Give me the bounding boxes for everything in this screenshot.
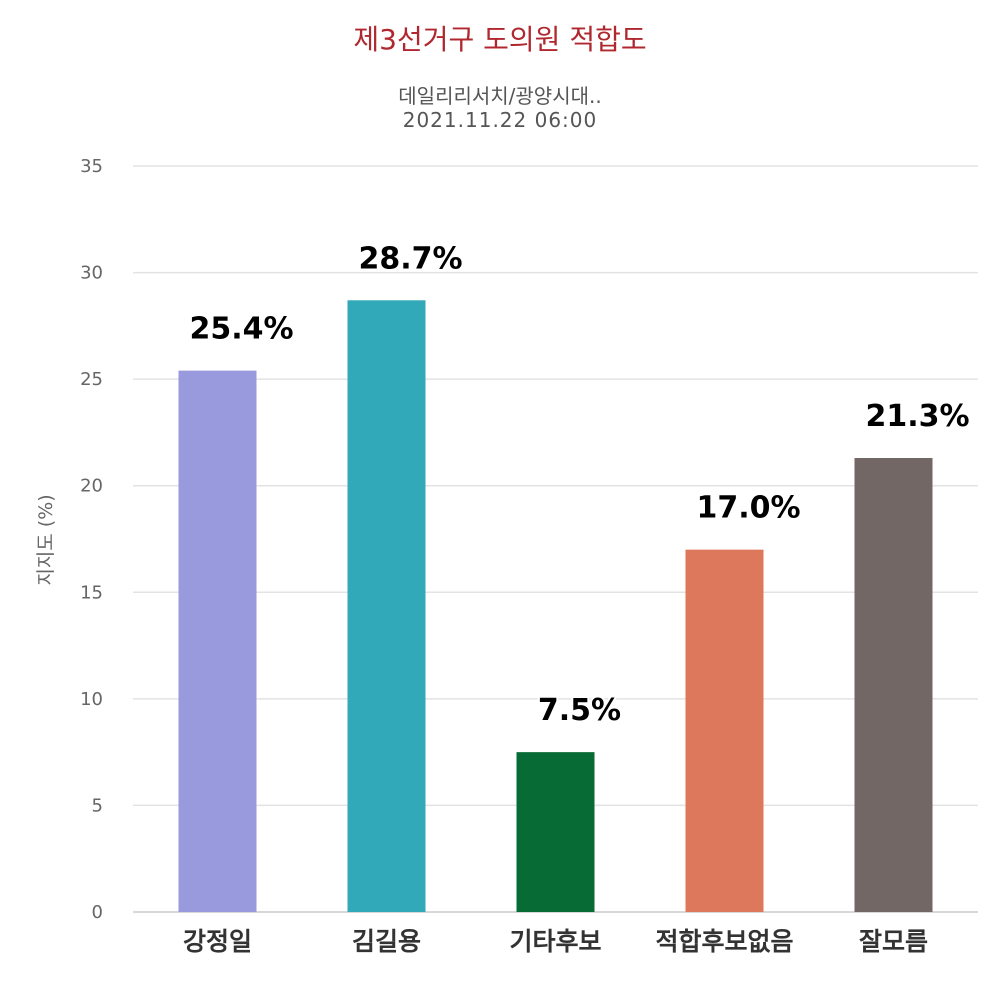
y-tick-label: 15 <box>80 582 103 603</box>
data-labels: 25.4% 28.7% 7.5% 17.0% 21.3% <box>187 239 971 730</box>
bar-value-label: 25.4% <box>189 312 293 347</box>
bar[interactable] <box>347 300 426 912</box>
x-category-label: 잘모름 <box>859 927 928 956</box>
y-tick-label: 25 <box>80 369 103 390</box>
bar[interactable] <box>854 458 933 912</box>
bar-value-label: 28.7% <box>358 241 462 276</box>
bar[interactable] <box>178 370 257 912</box>
y-tick-label: 20 <box>80 476 103 497</box>
y-axis-label: 지지도 (%) <box>35 494 57 585</box>
y-tick-label: 35 <box>80 156 103 177</box>
y-tick-label: 10 <box>80 689 103 710</box>
x-category-label: 적합후보없음 <box>655 927 793 956</box>
chart-title: 제3선거구 도의원 적합도 <box>353 23 647 56</box>
bar[interactable] <box>516 752 595 912</box>
bar[interactable] <box>685 549 764 912</box>
x-category-label: 강정일 <box>183 927 252 956</box>
y-tick-label: 0 <box>92 902 103 923</box>
chart-subtitle-date: 2021.11.22 06:00 <box>402 108 598 132</box>
x-axis-categories: 강정일 김길용 기타후보 적합후보없음 잘모름 <box>183 927 928 956</box>
x-category-label: 기타후보 <box>509 927 601 956</box>
chart-subtitle-source: 데일리리서치/광양시대.. <box>398 84 602 108</box>
grid-lines <box>133 165 978 913</box>
bar-value-label: 21.3% <box>865 399 969 434</box>
bars <box>178 300 933 912</box>
y-tick-label: 30 <box>80 263 103 284</box>
x-category-label: 김길용 <box>352 927 421 956</box>
bar-value-label: 17.0% <box>696 491 800 526</box>
y-axis-ticks: 0 5 10 15 20 25 30 35 <box>80 156 103 923</box>
bar-value-label: 7.5% <box>538 693 621 728</box>
y-tick-label: 5 <box>92 795 103 816</box>
